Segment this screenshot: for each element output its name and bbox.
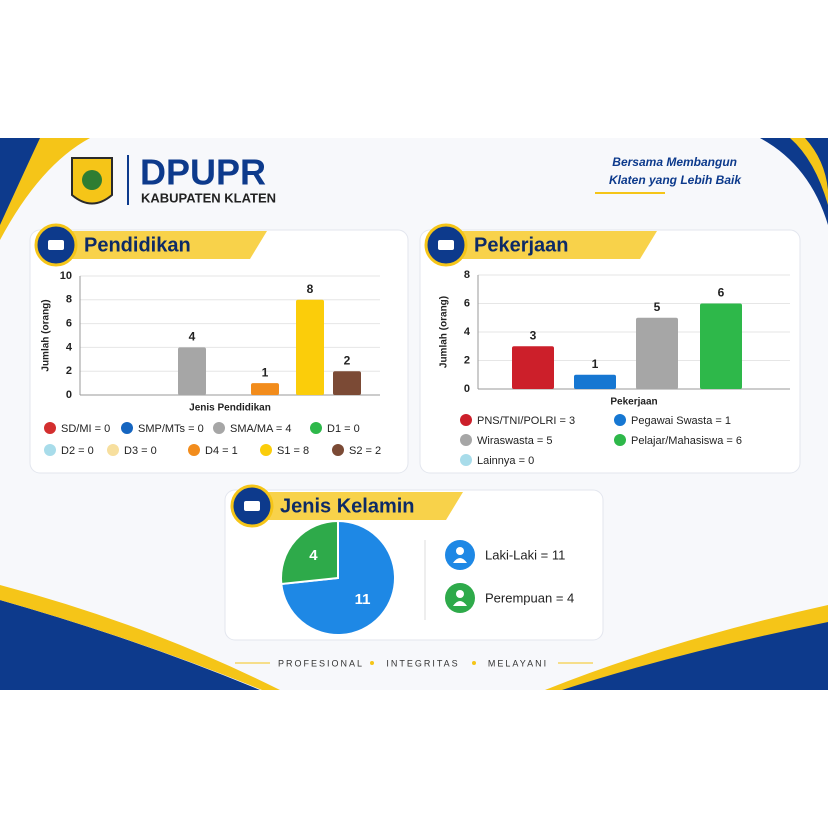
- logo: [82, 170, 102, 190]
- legend-label: SD/MI = 0: [61, 423, 110, 435]
- header-subtitle: KABUPATEN KLATEN: [141, 190, 276, 205]
- legend-label: D4 = 1: [205, 445, 238, 457]
- bar-value-label: 4: [189, 330, 196, 344]
- bar-value-label: 2: [344, 353, 351, 367]
- title-icon-glyph: [48, 240, 64, 250]
- legend-label: SMA/MA = 4: [230, 423, 291, 435]
- legend-swatch: [614, 434, 626, 446]
- corner-swoosh: [0, 138, 70, 230]
- footer-text: MELAYANI: [488, 658, 548, 668]
- legend-swatch: [310, 422, 322, 434]
- legend-swatch: [44, 422, 56, 434]
- bottom-swoosh: [560, 620, 828, 690]
- legend-label: D1 = 0: [327, 423, 360, 435]
- title-banner: [62, 231, 267, 259]
- legend-swatch: [121, 422, 133, 434]
- bar: [333, 371, 361, 395]
- bottom-swoosh: [0, 585, 280, 690]
- header-title: DPUPR: [140, 152, 266, 193]
- legend-label: Wiraswasta = 5: [477, 435, 553, 447]
- pie-value-label: 4: [309, 547, 318, 564]
- legend-label: Lainnya = 0: [477, 455, 534, 467]
- chart-title: Jenis Kelamin: [280, 495, 415, 517]
- legend-swatch: [614, 414, 626, 426]
- legend-swatch: [44, 444, 56, 456]
- legend-label: Laki-Laki = 11: [485, 547, 565, 562]
- legend-swatch: [213, 422, 225, 434]
- y-tick-label: 10: [60, 270, 72, 282]
- legend-icon-glyph: [453, 601, 467, 606]
- y-axis-label: Jumlah (orang): [41, 299, 52, 371]
- legend-label: Pelajar/Mahasiswa = 6: [631, 435, 742, 447]
- bottom-swoosh: [545, 605, 828, 690]
- y-tick-label: 2: [464, 354, 470, 366]
- chart-title: Pendidikan: [84, 234, 191, 256]
- legend-icon-glyph: [456, 547, 464, 555]
- legend-label: D2 = 0: [61, 445, 94, 457]
- bar: [700, 303, 742, 389]
- y-tick-label: 0: [66, 389, 72, 401]
- pie-slice: [280, 519, 339, 586]
- legend-icon-glyph: [456, 590, 464, 598]
- card: [419, 229, 801, 474]
- bar: [251, 383, 279, 395]
- x-axis-label: Jenis Pendidikan: [189, 403, 271, 414]
- legend-swatch: [460, 434, 472, 446]
- bar-value-label: 1: [262, 365, 269, 379]
- corner-swoosh: [0, 138, 90, 240]
- y-tick-label: 8: [464, 269, 470, 281]
- corner-swoosh: [790, 138, 828, 205]
- legend-swatch: [107, 444, 119, 456]
- title-icon-glyph: [438, 240, 454, 250]
- legend-label: Perempuan = 4: [485, 590, 574, 605]
- bar: [574, 374, 616, 389]
- footer-text: INTEGRITAS: [386, 658, 459, 668]
- bar-value-label: 3: [530, 328, 537, 342]
- legend-label: PNS/TNI/POLRI = 3: [477, 415, 575, 427]
- legend-icon-glyph: [453, 558, 467, 563]
- title-banner: [452, 231, 657, 259]
- y-tick-label: 6: [464, 297, 470, 309]
- legend-label: D3 = 0: [124, 445, 157, 457]
- footer-text: PROFESIONAL: [278, 658, 364, 668]
- legend-swatch: [260, 444, 272, 456]
- legend-label: Pegawai Swasta = 1: [631, 415, 731, 427]
- y-tick-label: 8: [66, 294, 72, 306]
- bar-value-label: 8: [307, 282, 314, 296]
- y-tick-label: 6: [66, 318, 72, 330]
- bar: [636, 317, 678, 389]
- y-tick-label: 2: [66, 365, 72, 377]
- tagline: Klaten yang Lebih Baik: [609, 173, 742, 187]
- legend-label: S2 = 2: [349, 445, 381, 457]
- bar: [178, 347, 206, 395]
- pie-value-label: 11: [355, 591, 371, 608]
- legend-label: SMP/MTs = 0: [138, 423, 204, 435]
- bar: [512, 346, 554, 389]
- y-tick-label: 0: [464, 383, 470, 395]
- y-axis-label: Jumlah (orang): [439, 296, 450, 368]
- legend-swatch: [332, 444, 344, 456]
- y-tick-label: 4: [66, 341, 73, 353]
- bar-value-label: 1: [592, 357, 599, 371]
- legend-label: S1 = 8: [277, 445, 309, 457]
- legend-swatch: [460, 454, 472, 466]
- y-tick-label: 4: [464, 326, 471, 338]
- footer-dot: [370, 661, 374, 665]
- x-axis-label: Pekerjaan: [610, 397, 657, 408]
- card: [29, 229, 409, 474]
- title-icon-glyph: [244, 501, 260, 511]
- bar-value-label: 6: [718, 286, 725, 300]
- bar-value-label: 5: [654, 300, 661, 314]
- chart-title: Pekerjaan: [474, 234, 569, 256]
- bottom-swoosh: [0, 600, 260, 690]
- legend-swatch: [460, 414, 472, 426]
- tagline: Bersama Membangun: [612, 155, 737, 169]
- legend-swatch: [188, 444, 200, 456]
- title-banner: [258, 492, 463, 520]
- footer-dot: [472, 661, 476, 665]
- bar: [296, 299, 324, 395]
